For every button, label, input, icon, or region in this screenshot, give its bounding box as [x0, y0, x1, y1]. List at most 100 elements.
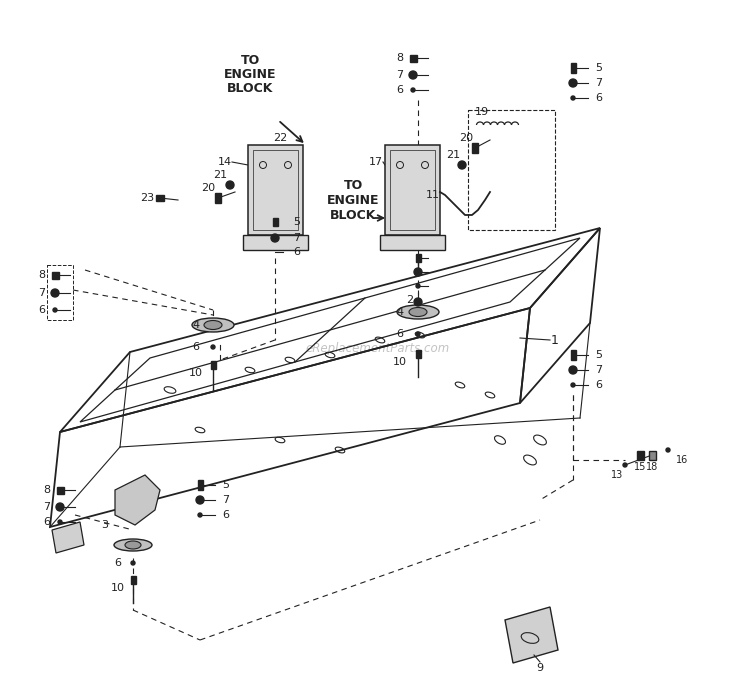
- Text: 7: 7: [595, 365, 602, 375]
- Circle shape: [416, 284, 420, 288]
- Circle shape: [569, 79, 577, 87]
- Text: 6: 6: [595, 93, 602, 103]
- Text: 2: 2: [406, 295, 413, 305]
- Polygon shape: [380, 235, 445, 250]
- Bar: [56, 486, 64, 493]
- Ellipse shape: [125, 541, 141, 549]
- Circle shape: [411, 88, 415, 92]
- Circle shape: [571, 96, 575, 100]
- Bar: [156, 195, 164, 201]
- Bar: [215, 193, 221, 203]
- Text: 8: 8: [43, 485, 50, 495]
- Circle shape: [666, 448, 670, 452]
- Ellipse shape: [114, 539, 152, 551]
- Text: 21: 21: [213, 170, 227, 180]
- Text: 8: 8: [396, 53, 403, 63]
- Text: 9: 9: [536, 663, 544, 673]
- Text: 23: 23: [140, 193, 154, 203]
- Text: 8: 8: [38, 270, 45, 280]
- Circle shape: [131, 561, 135, 565]
- Text: 7: 7: [293, 233, 300, 243]
- Text: 4: 4: [397, 307, 404, 317]
- Text: ENGINE: ENGINE: [327, 193, 380, 206]
- Text: 7: 7: [595, 78, 602, 88]
- Circle shape: [51, 289, 59, 297]
- Bar: [416, 350, 421, 358]
- Polygon shape: [505, 607, 558, 663]
- Text: eReplacementParts.com: eReplacementParts.com: [306, 342, 450, 355]
- Text: 6: 6: [38, 305, 45, 315]
- Circle shape: [569, 366, 577, 374]
- Bar: [571, 63, 575, 73]
- Text: BLOCK: BLOCK: [330, 208, 376, 221]
- Text: 20: 20: [201, 183, 215, 193]
- Bar: [211, 361, 215, 369]
- Circle shape: [56, 503, 64, 511]
- Bar: [410, 55, 416, 61]
- Text: 18: 18: [646, 462, 658, 472]
- Text: BLOCK: BLOCK: [226, 81, 273, 95]
- Text: 5: 5: [222, 480, 229, 490]
- Text: 3: 3: [101, 520, 108, 530]
- Text: 6: 6: [222, 510, 229, 520]
- Text: 5: 5: [293, 217, 300, 227]
- Circle shape: [58, 520, 62, 524]
- Text: 6: 6: [193, 342, 200, 352]
- Text: TO: TO: [344, 179, 363, 192]
- Polygon shape: [385, 145, 440, 235]
- Text: 22: 22: [273, 133, 287, 143]
- Bar: [197, 480, 202, 490]
- Text: 5: 5: [595, 63, 602, 73]
- Bar: [130, 576, 136, 584]
- Circle shape: [416, 332, 420, 336]
- Circle shape: [211, 345, 215, 349]
- Text: 10: 10: [189, 368, 203, 378]
- Text: 7: 7: [38, 288, 45, 298]
- Ellipse shape: [192, 318, 234, 332]
- Bar: [571, 350, 575, 360]
- Text: 14: 14: [218, 157, 232, 167]
- Circle shape: [458, 161, 466, 169]
- Circle shape: [271, 234, 279, 242]
- Text: 6: 6: [397, 329, 404, 339]
- Circle shape: [623, 463, 627, 467]
- Bar: [272, 218, 278, 226]
- Ellipse shape: [204, 320, 222, 330]
- Polygon shape: [243, 235, 308, 250]
- Circle shape: [196, 496, 204, 504]
- Circle shape: [226, 181, 234, 189]
- Text: 4: 4: [193, 320, 200, 330]
- Text: 7: 7: [396, 70, 403, 80]
- Text: 6: 6: [293, 247, 300, 257]
- Bar: [416, 254, 421, 262]
- Text: 6: 6: [43, 517, 50, 527]
- Text: 20: 20: [459, 133, 473, 143]
- Circle shape: [414, 268, 422, 276]
- Text: 1: 1: [551, 333, 559, 346]
- Polygon shape: [248, 145, 303, 235]
- Text: ENGINE: ENGINE: [224, 68, 276, 81]
- Text: 17: 17: [369, 157, 383, 167]
- Text: 6: 6: [595, 380, 602, 390]
- Text: 5: 5: [595, 350, 602, 360]
- Text: 6: 6: [396, 85, 403, 95]
- Circle shape: [409, 71, 417, 79]
- Ellipse shape: [397, 305, 439, 319]
- Text: 11: 11: [426, 190, 440, 200]
- Circle shape: [198, 513, 202, 517]
- Text: 19: 19: [475, 107, 489, 117]
- Polygon shape: [52, 522, 84, 553]
- Bar: [649, 451, 656, 460]
- Text: 16: 16: [676, 455, 688, 465]
- Circle shape: [53, 308, 57, 312]
- Text: 13: 13: [610, 470, 623, 480]
- Text: 10: 10: [393, 357, 407, 367]
- Bar: [52, 271, 58, 279]
- Bar: [472, 143, 478, 153]
- Polygon shape: [115, 475, 160, 525]
- Text: 6: 6: [115, 558, 122, 568]
- Text: 15: 15: [634, 462, 646, 472]
- Circle shape: [414, 298, 422, 306]
- Text: 10: 10: [111, 583, 125, 593]
- Text: TO: TO: [240, 54, 260, 66]
